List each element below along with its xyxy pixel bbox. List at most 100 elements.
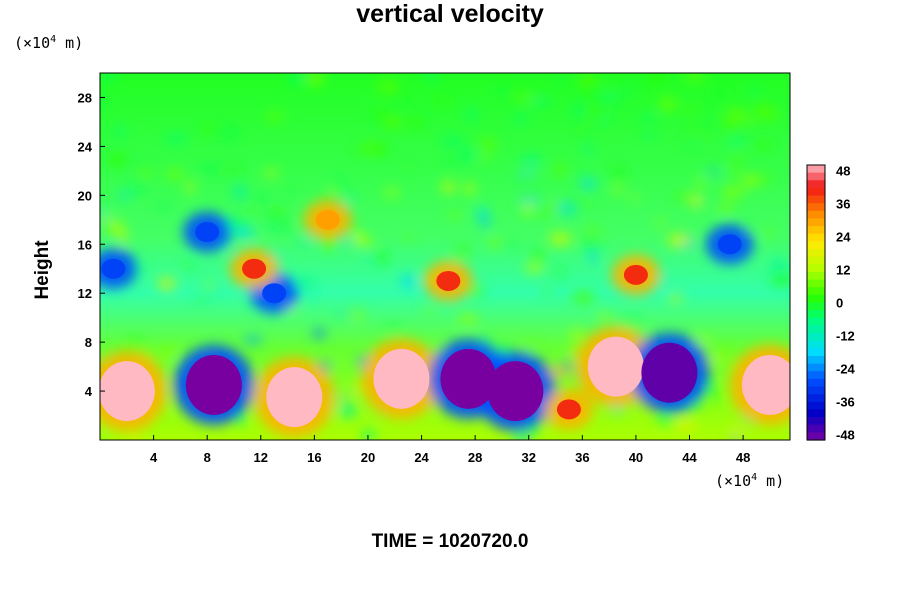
texture-speck: [203, 281, 215, 290]
colorbar-band: [807, 294, 825, 304]
feature-core: [641, 342, 698, 403]
texture-speck: [630, 194, 638, 200]
colorbar-band: [807, 264, 825, 273]
colorbar-band: [807, 363, 825, 372]
x-tick-label: 8: [204, 450, 211, 465]
x-tick-label: 40: [629, 450, 643, 465]
texture-speck: [232, 185, 247, 200]
texture-speck: [588, 250, 597, 264]
feature-core: [487, 361, 544, 422]
colorbar-band: [807, 203, 825, 212]
texture-speck: [480, 215, 490, 229]
texture-speck: [402, 164, 414, 170]
colorbar-band: [807, 325, 825, 334]
feature-core: [373, 348, 430, 409]
x-unit-base: (×10: [715, 472, 752, 490]
texture-speck: [549, 232, 572, 246]
texture-speck: [330, 177, 345, 192]
feature-core: [717, 234, 742, 255]
feature-core: [262, 283, 287, 304]
texture-speck: [296, 237, 316, 245]
texture-speck: [618, 317, 642, 330]
colorbar-band: [807, 394, 825, 403]
texture-speck: [658, 97, 677, 111]
texture-speck: [513, 115, 529, 123]
feature-core: [266, 367, 323, 428]
texture-speck: [186, 181, 194, 194]
colorbar-band: [807, 417, 825, 426]
colorbar-tick-label: -24: [836, 362, 856, 377]
texture-speck: [696, 177, 705, 188]
texture-speck: [126, 181, 147, 192]
feature-core: [436, 270, 461, 291]
texture-speck: [361, 429, 376, 440]
y-tick-label: 12: [78, 286, 92, 301]
texture-speck: [571, 291, 595, 304]
colorbar-tick-label: 12: [836, 263, 850, 278]
texture-speck: [264, 209, 288, 220]
colorbar-band: [807, 348, 825, 357]
texture-speck: [344, 194, 355, 206]
texture-speck: [101, 215, 112, 221]
colorbar-band: [807, 195, 825, 204]
texture-speck: [372, 252, 389, 264]
texture-speck: [723, 343, 731, 357]
y-tick-label: 8: [85, 335, 92, 350]
colorbar-band: [807, 218, 825, 227]
texture-speck: [273, 221, 292, 231]
texture-speck: [390, 101, 410, 111]
texture-speck: [667, 234, 692, 247]
colorbar-tick-label: 48: [836, 164, 850, 179]
texture-speck: [524, 263, 544, 273]
x-tick-label: 32: [522, 450, 536, 465]
texture-speck: [201, 164, 217, 174]
texture-speck: [706, 169, 722, 175]
texture-speck: [716, 205, 735, 213]
feature-core: [101, 258, 126, 279]
colorbar-band: [807, 371, 825, 380]
texture-speck: [107, 153, 127, 167]
texture-speck: [290, 73, 302, 86]
texture-speck: [373, 109, 386, 120]
texture-speck: [238, 413, 246, 427]
texture-speck: [657, 415, 675, 426]
x-axis: 4 8 12 16 20 24 28 32 36 40 44 48: [150, 435, 750, 465]
colorbar-band: [807, 424, 825, 433]
texture-speck: [763, 229, 774, 236]
texture-speck: [234, 227, 255, 239]
texture-speck: [689, 194, 702, 207]
y-tick-label: 20: [78, 188, 92, 203]
y-unit-exponent: 4: [50, 34, 57, 45]
colorbar-band: [807, 256, 825, 265]
texture-speck: [584, 83, 602, 96]
feature-core: [556, 399, 581, 420]
texture-speck: [643, 132, 655, 139]
texture-speck: [258, 192, 267, 204]
texture-speck: [466, 108, 477, 121]
texture-speck: [185, 259, 192, 270]
texture-speck: [695, 336, 710, 345]
texture-speck: [580, 238, 602, 249]
texture-speck: [513, 93, 536, 102]
texture-speck: [162, 347, 174, 361]
texture-speck: [478, 137, 497, 150]
texture-speck: [100, 96, 105, 108]
texture-speck: [120, 230, 127, 245]
texture-speck: [515, 172, 538, 178]
texture-speck: [528, 98, 551, 105]
colorbar-tick-label: 36: [836, 197, 850, 212]
texture-speck: [127, 338, 144, 345]
texture-speck: [684, 73, 705, 80]
texture-speck: [580, 168, 589, 173]
texture-speck: [740, 175, 762, 187]
texture-speck: [155, 204, 171, 210]
texture-speck: [609, 167, 628, 179]
feature-core: [741, 354, 790, 415]
texture-speck: [196, 295, 208, 302]
feature-core: [440, 348, 497, 409]
texture-speck: [700, 120, 713, 134]
texture-speck: [453, 246, 472, 256]
texture-speck: [400, 275, 417, 288]
texture-speck: [363, 256, 371, 261]
x-tick-label: 48: [736, 450, 750, 465]
